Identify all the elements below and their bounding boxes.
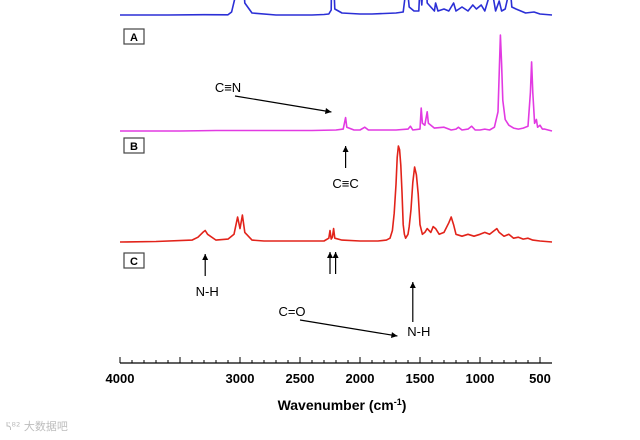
annotation-cn-arrow xyxy=(234,95,332,113)
annotation-cn: C≡N xyxy=(215,80,241,95)
annotation-arrow-2-head xyxy=(332,252,339,258)
panel-labels: A B C xyxy=(123,28,145,269)
x-tick-label: 2000 xyxy=(346,371,375,386)
annotation-nh-amide: N-H xyxy=(407,324,430,339)
x-tick-label: 4000 xyxy=(106,371,135,386)
x-axis-label: Wavenumber (cm-1) xyxy=(278,397,407,413)
series-line-c xyxy=(119,145,553,243)
x-tick-label: 500 xyxy=(529,371,551,386)
annotation-nh-left: N-H xyxy=(196,284,219,299)
series-line-a xyxy=(120,0,553,16)
panel-label-box-b xyxy=(123,137,145,154)
panel-label-box-a xyxy=(123,28,145,45)
x-tick-label: 1000 xyxy=(466,371,495,386)
annotation-nh-amide-arrow-head xyxy=(409,282,416,288)
x-tick-label: 2500 xyxy=(286,371,315,386)
panel-label-box-c xyxy=(123,252,145,269)
annotation-cc-arrow-head xyxy=(342,146,349,152)
x-axis: 4000 3000 2500 2000 1500 1000 500 xyxy=(106,357,552,386)
spectrum-traces xyxy=(119,0,553,243)
annotation-co-arrow xyxy=(299,319,398,337)
x-tick-label: 3000 xyxy=(226,371,255,386)
panel-label-c: C xyxy=(130,256,138,268)
x-tick-label: 1500 xyxy=(406,371,435,386)
series-line-b xyxy=(120,34,553,132)
panel-label-a: A xyxy=(130,32,138,44)
annotation-cn-arrow-head xyxy=(324,108,332,114)
annotation-co: C=O xyxy=(278,304,305,319)
annotation-co-arrow-head xyxy=(390,332,398,338)
annotation-arrow-1-head xyxy=(327,252,333,258)
watermark: ᢿ⁸² 大数据吧 xyxy=(6,420,68,433)
annotation-cc: C≡C xyxy=(332,176,358,191)
annotation-nh-left-arrow-head xyxy=(202,254,209,260)
panel-label-b: B xyxy=(130,141,138,153)
peak-annotations: C≡N C≡C N-H C=O N-H xyxy=(196,80,431,339)
